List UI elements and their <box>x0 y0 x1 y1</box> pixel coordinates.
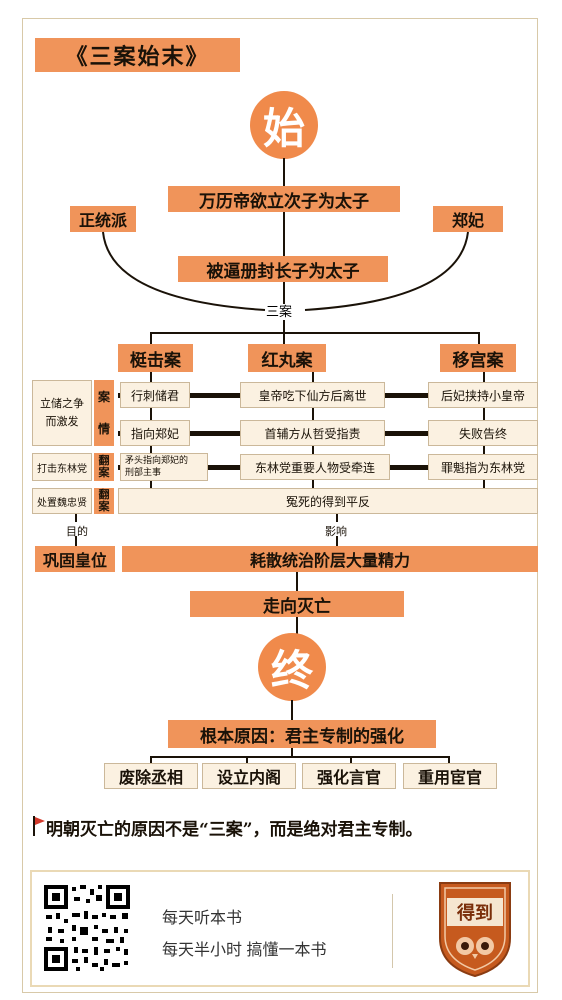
flag-icon <box>33 816 45 836</box>
tag-an: 案 <box>98 500 110 513</box>
qr-code-icon[interactable] <box>42 883 132 973</box>
purpose-box: 巩固皇位 <box>35 546 115 572</box>
r3-tingji-1: 矛头指向郑妃的 <box>125 456 189 466</box>
connector <box>336 536 338 546</box>
label-wei: 处置魏忠贤 <box>32 488 92 514</box>
connector <box>478 332 480 344</box>
connector <box>291 700 293 720</box>
tag-case-detail: 案 情 <box>94 380 114 446</box>
party-orthodox: 正统派 <box>70 206 136 232</box>
end-char: 终 <box>270 645 313 695</box>
tag-qing: 情 <box>97 422 110 436</box>
r3-yigong: 罪魁指为东林党 <box>428 454 538 480</box>
connector <box>75 514 77 522</box>
footer-line-1: 每天听本书 <box>162 910 243 927</box>
start-char: 始 <box>262 103 305 153</box>
r1-tingji: 行刺储君 <box>120 382 190 408</box>
connector <box>336 514 338 522</box>
event-wanli: 万历帝欲立次子为太子 <box>168 186 400 212</box>
connector <box>150 756 450 758</box>
tag-an: 案 <box>98 466 110 479</box>
party-zheng: 郑妃 <box>433 206 503 232</box>
event-forced: 被逼册封长子为太子 <box>178 256 388 282</box>
connector <box>448 756 450 764</box>
connector <box>350 756 352 764</box>
case-tingji: 梃击案 <box>118 344 193 372</box>
connector <box>283 332 285 344</box>
connector <box>75 536 77 546</box>
connector <box>283 158 285 188</box>
impact-box: 耗散统治阶层大量精力 <box>122 546 538 572</box>
three-cases-label: 三案 <box>266 305 293 320</box>
convergence-curves <box>102 231 469 311</box>
r1-hongwan: 皇帝吃下仙方后离世 <box>240 382 385 408</box>
cause-cabinet: 设立内阁 <box>202 763 296 789</box>
connector <box>283 208 285 256</box>
r2-tingji: 指向郑妃 <box>120 420 190 446</box>
connector <box>150 756 152 764</box>
connector <box>296 572 298 592</box>
end-circle: 终 <box>258 633 326 701</box>
r4-redress: 冤死的得到平反 <box>118 488 538 514</box>
start-circle: 始 <box>250 91 318 159</box>
r3-tingji: 矛头指向郑妃的 刑部主事 <box>120 453 208 481</box>
tag-fan: 翻 <box>98 488 110 501</box>
tag-an: 案 <box>97 390 110 404</box>
conclusion-text: 明朝灭亡的原因不是“三案”，而是绝对君主专制。 <box>46 820 423 840</box>
r2-hongwan: 首辅方从哲受指责 <box>240 420 385 446</box>
tag-reverse-1: 翻 案 <box>94 453 114 481</box>
case-hongwan: 红丸案 <box>248 344 326 372</box>
connector <box>150 332 152 344</box>
tag-fan: 翻 <box>98 454 110 467</box>
footer-line-2: 每天半小时 搞懂一本书 <box>162 942 327 959</box>
connector <box>283 320 285 334</box>
r3-tingji-2: 刑部主事 <box>125 468 162 478</box>
shield-icon <box>439 882 511 978</box>
tag-reverse-2: 翻 案 <box>94 488 114 514</box>
r3-hongwan: 东林党重要人物受牵连 <box>240 454 390 480</box>
case-yigong: 移宫案 <box>440 344 516 372</box>
logo-text: 得到 <box>447 898 503 926</box>
cause-chancellor: 废除丞相 <box>104 763 198 789</box>
root-cause-box: 根本原因：君主专制的强化 <box>168 720 436 748</box>
app-logo[interactable]: 得到 <box>437 880 513 978</box>
connector <box>291 748 293 758</box>
impact-label: 影响 <box>325 525 347 538</box>
cause-censors: 强化言官 <box>302 763 396 789</box>
cause-eunuchs: 重用宦官 <box>403 763 497 789</box>
footer-divider <box>392 894 393 968</box>
connector <box>150 332 480 334</box>
r2-yigong: 失败告终 <box>428 420 538 446</box>
connector <box>283 276 285 304</box>
label-succession: 立储之争 而激发 <box>32 380 92 446</box>
connector <box>246 756 248 764</box>
result-box: 走向灭亡 <box>190 591 404 617</box>
label-succession-1: 立储之争 <box>40 397 84 410</box>
connector <box>296 617 298 637</box>
r1-yigong: 后妃挟持小皇帝 <box>428 382 538 408</box>
page-title: 《三案始末》 <box>35 38 240 72</box>
purpose-label: 目的 <box>66 525 88 538</box>
label-donglin: 打击东林党 <box>32 453 92 481</box>
label-succession-2: 而激发 <box>45 415 79 428</box>
